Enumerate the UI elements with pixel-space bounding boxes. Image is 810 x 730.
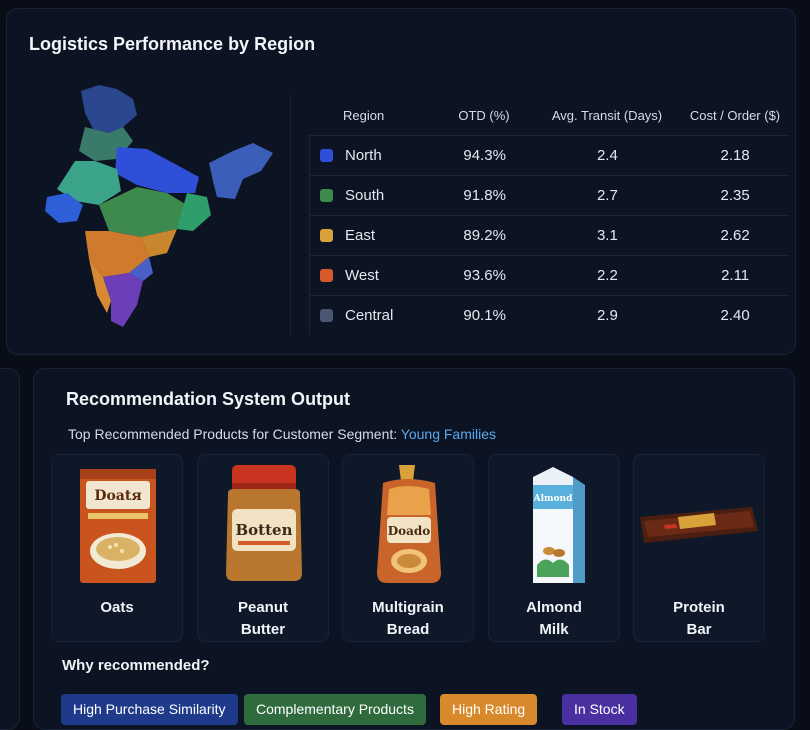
table-row[interactable]: East 89.2% 3.1 2.62 — [310, 215, 789, 255]
map-divider — [290, 95, 291, 335]
map-region-west-gujarat — [45, 193, 83, 223]
map-region-north-top — [81, 85, 137, 133]
otd-value: 89.2% — [463, 227, 506, 244]
table-row[interactable]: Central 90.1% 2.9 2.40 — [310, 295, 789, 335]
map-region-north-plains — [115, 147, 199, 193]
transit-value: 2.2 — [596, 267, 618, 284]
table-row[interactable]: North 94.3% 2.4 2.18 — [310, 135, 789, 175]
cost-value: 2.18 — [720, 147, 750, 164]
left-panel-edge — [0, 368, 20, 730]
product-card-multigrain-bread[interactable]: Doado Multigrain Bread — [342, 454, 474, 642]
product-card-peanut-butter[interactable]: Botten Peanut Butter — [197, 454, 329, 642]
tag-high-purchase-similarity[interactable]: High Purchase Similarity — [61, 694, 238, 725]
cost-value: 2.40 — [720, 307, 750, 324]
product-card-almond-milk[interactable]: Almond Almond Milk — [488, 454, 620, 642]
product-name: Almond Milk — [526, 599, 582, 638]
region-name: East — [345, 227, 376, 244]
tag-complementary-products[interactable]: Complementary Products — [244, 694, 426, 725]
region-name: West — [345, 267, 379, 284]
region-table: Region OTD (%) Avg. Transit (Days) Cost … — [309, 95, 789, 335]
oats-package-text: Doatя — [94, 488, 141, 504]
header-otd: OTD (%) — [458, 107, 510, 123]
tag-high-rating[interactable]: High Rating — [440, 694, 538, 725]
otd-value: 91.8% — [463, 187, 506, 204]
map-region-deccan — [85, 231, 149, 277]
recommendation-title: Recommendation System Output — [66, 389, 351, 409]
product-card-oats[interactable]: Doatя Oats — [51, 454, 183, 642]
region-color-swatch — [320, 229, 333, 242]
region-name: South — [345, 187, 385, 204]
peanut-butter-jar-icon: Botten — [226, 465, 302, 581]
logistics-title: Logistics Performance by Region — [29, 34, 316, 54]
product-name: Oats — [100, 599, 134, 616]
tag-in-stock[interactable]: In Stock — [562, 694, 637, 725]
region-name: North — [345, 147, 382, 164]
bread-package-text: Doado — [388, 524, 431, 538]
region-name: Central — [345, 307, 394, 324]
cost-value: 2.62 — [720, 227, 750, 244]
transit-value: 2.7 — [596, 187, 618, 204]
table-header: Region OTD (%) Avg. Transit (Days) Cost … — [309, 95, 789, 135]
transit-value: 2.9 — [596, 307, 618, 324]
header-transit: Avg. Transit (Days) — [551, 107, 663, 123]
subtitle-prefix: Top Recommended Products for Customer Se… — [68, 426, 401, 442]
region-color-swatch — [320, 269, 333, 282]
map-region-east — [177, 193, 211, 231]
protein-bar-icon — [640, 507, 758, 543]
map-region-east-coast — [141, 229, 177, 257]
table-row[interactable]: West 93.6% 2.2 2.11 — [310, 255, 789, 295]
peanut-butter-package-text: Botten — [236, 521, 293, 539]
region-color-swatch — [320, 309, 333, 322]
oats-box-icon: Doatя — [80, 469, 156, 583]
map-region-west-rajasthan — [57, 161, 121, 205]
otd-value: 90.1% — [463, 307, 506, 324]
logistics-card: Logistics Performance by Region — [6, 8, 796, 355]
product-card-protein-bar[interactable]: Protein Bar — [633, 454, 765, 642]
cost-value: 2.11 — [721, 267, 750, 284]
map-region-south — [103, 273, 143, 327]
transit-value: 2.4 — [596, 147, 618, 164]
region-color-swatch — [320, 189, 333, 202]
table-row[interactable]: South 91.8% 2.7 2.35 — [310, 175, 789, 215]
transit-value: 3.1 — [596, 227, 618, 244]
header-cost: Cost / Order ($) — [689, 107, 781, 123]
product-name: Protein Bar — [673, 599, 725, 638]
map-region-south-east — [129, 257, 153, 281]
header-region: Region — [343, 107, 385, 123]
bread-bag-icon: Doado — [377, 465, 441, 583]
map-region-south-west — [89, 259, 111, 313]
why-recommended-label: Why recommended? — [62, 657, 210, 674]
product-name: Peanut Butter — [237, 599, 288, 638]
region-color-swatch — [320, 149, 333, 162]
otd-value: 93.6% — [463, 267, 506, 284]
map-region-northeast — [209, 143, 273, 199]
milk-carton-icon: Almond — [533, 467, 585, 583]
region-map[interactable] — [37, 81, 277, 341]
recommendation-card: Recommendation System Output Top Recomme… — [33, 368, 795, 730]
cost-value: 2.35 — [720, 187, 750, 204]
map-region-central — [99, 187, 187, 237]
otd-value: 94.3% — [463, 147, 506, 164]
customer-segment-link[interactable]: Young Families — [400, 426, 497, 442]
product-name: Multigrain Bread — [372, 599, 444, 638]
recommendation-subtitle: Top Recommended Products for Customer Se… — [68, 426, 496, 442]
table-body: North 94.3% 2.4 2.18 South 91.8% 2.7 2.3… — [309, 135, 789, 335]
almond-milk-package-text: Almond — [533, 494, 573, 504]
